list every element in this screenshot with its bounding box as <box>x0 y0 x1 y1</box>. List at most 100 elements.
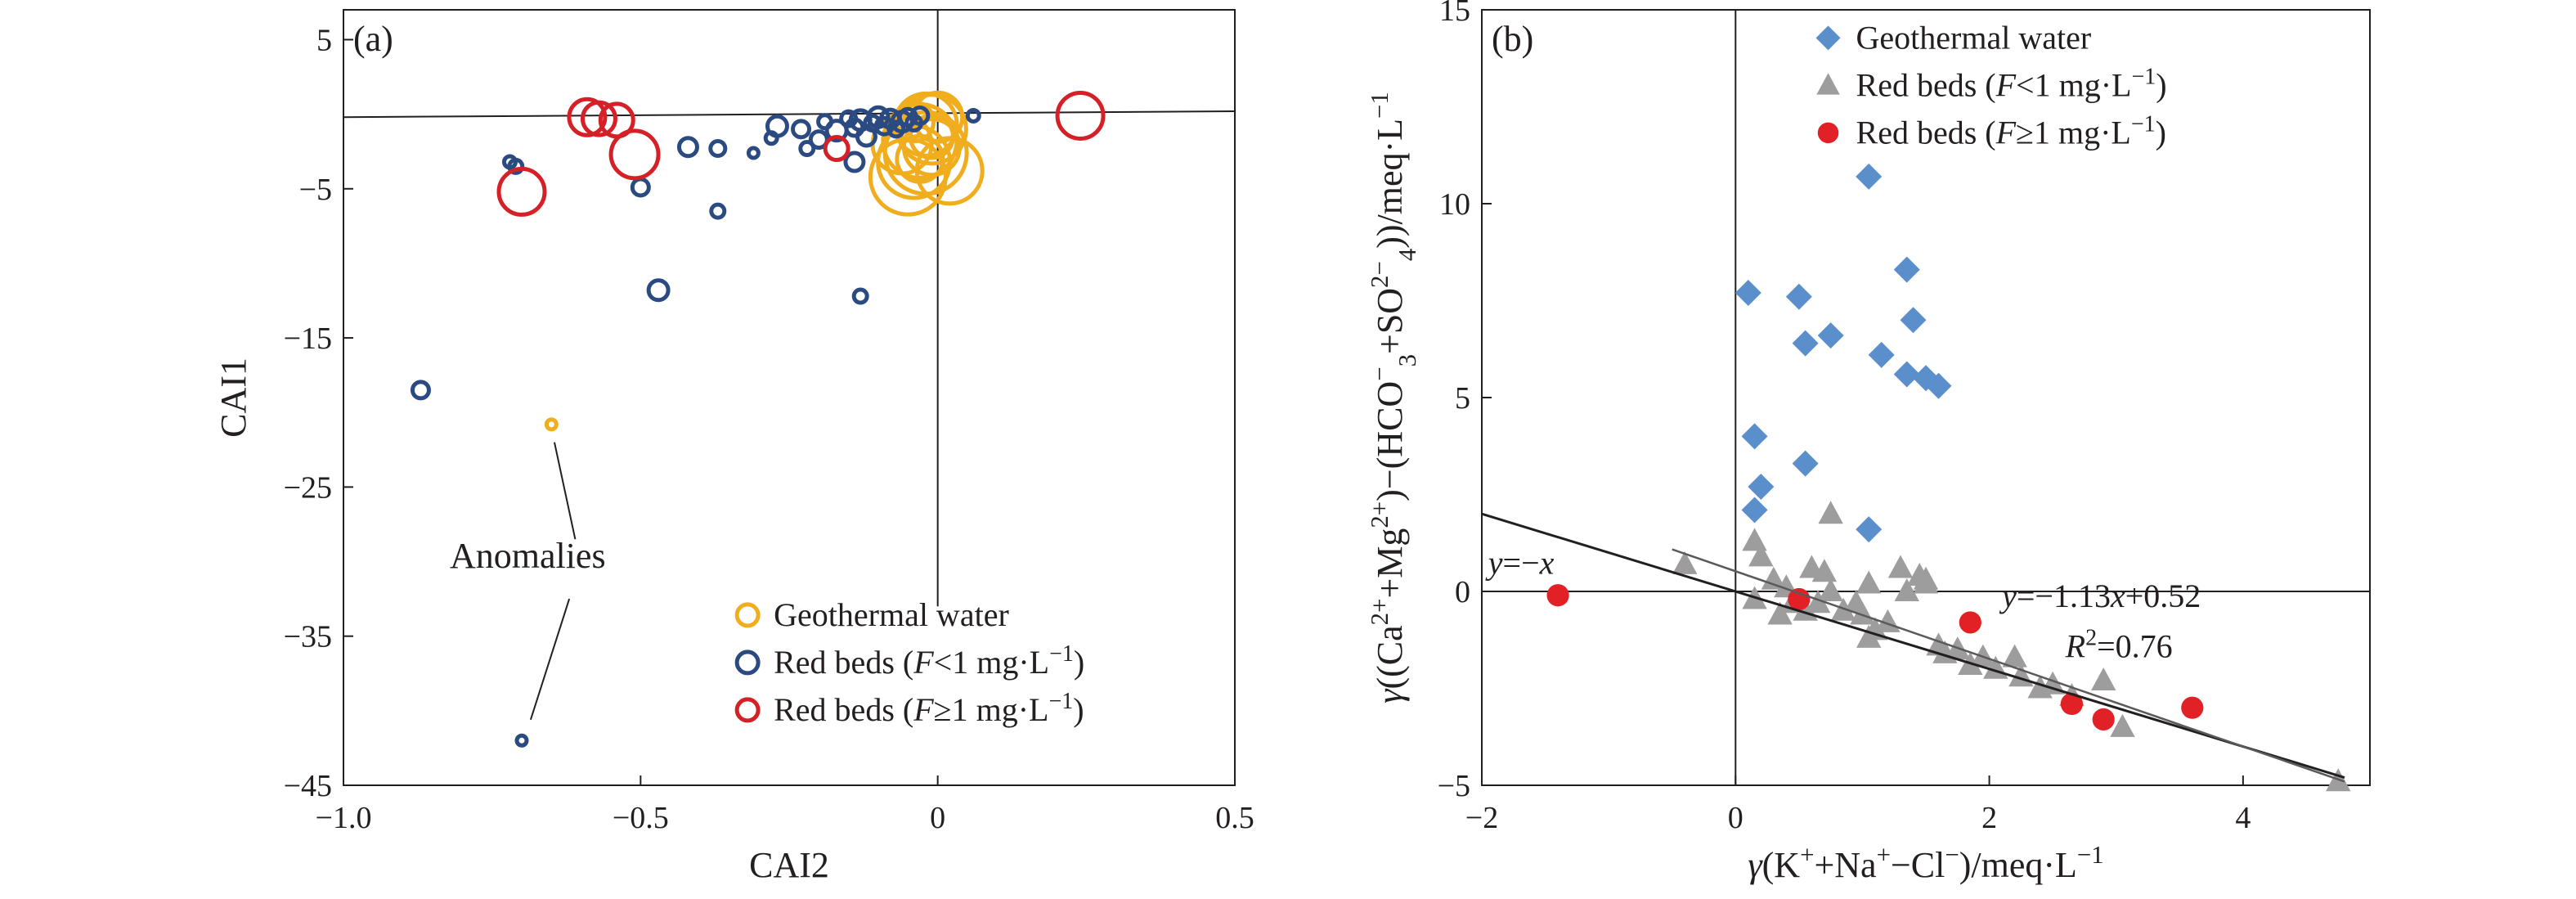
chart-b-legend-item: Geothermal water <box>1815 19 2092 56</box>
chart-b-legend-swatch <box>1816 73 1840 95</box>
chart-b-x-tick-label: −2 <box>1465 801 1498 835</box>
chart-b-point <box>1856 570 1882 594</box>
chart-a-reference-lines <box>343 10 1236 607</box>
chart-a-point <box>544 417 559 432</box>
chart-b-point <box>1893 361 1920 388</box>
chart-b-y-tick-label: 0 <box>1455 575 1470 609</box>
chart-b-point <box>1811 559 1838 582</box>
chart-a-point <box>1055 90 1106 141</box>
chart-a-x-tick-label: −1.0 <box>316 801 372 835</box>
chart-b-point <box>1900 307 1927 334</box>
chart-a-point <box>895 133 945 184</box>
chart-b-point <box>1925 372 1952 399</box>
chart-b-point <box>1748 474 1775 501</box>
chart-b-x-tick-label: 4 <box>2235 801 2251 835</box>
chart-a-y-tick-label: 5 <box>316 23 332 57</box>
chart-a-point <box>791 119 812 140</box>
chart-b-x-tick-label: 0 <box>1728 801 1744 835</box>
chart-b-marks <box>1546 163 2351 792</box>
chart-b-series-1 <box>1672 501 2351 792</box>
chart-a-legend-item: Red beds (F<1 mg·L−1) <box>734 641 1084 681</box>
chart-a-series-1 <box>410 105 981 748</box>
chart-b-point <box>1850 601 1875 625</box>
chart-b-point <box>1546 584 1569 607</box>
chart-a-point <box>709 202 727 220</box>
chart-b-point <box>1894 578 1919 601</box>
chart-b-ticks: −2 0 2 4 15 10 5 0 −5 <box>1438 0 2251 835</box>
chart-b-y-axis-label: γ((Ca2++Mg2+)−(HCO−3+SO2−4))/meq·L−1 <box>1366 92 1421 703</box>
chart-b-point <box>1818 578 1843 601</box>
chart-b: (b) −2 0 2 4 15 10 5 0 −5 y=−x y=−1.13x+0.52 R2=0.… <box>1366 0 2371 885</box>
chart-b-point <box>1761 566 1787 590</box>
chart-b-legend: Geothermal water Red beds (F<1 mg·L−1) Red… <box>1815 19 2167 151</box>
chart-a-legend-label: Red beds (F≥1 mg·L−1) <box>774 688 1084 728</box>
chart-b-point <box>1741 423 1768 450</box>
chart-a-ticks: −1.0 −0.5 0 0.5 5 −5 −15 −25 −35 −45 <box>284 23 1254 835</box>
chart-b-point <box>1788 587 1811 611</box>
chart-b-point <box>1748 543 1774 567</box>
chart-a-point <box>863 114 882 133</box>
chart-b-point <box>1792 450 1819 477</box>
chart-b-point <box>1959 611 1981 634</box>
chart-a-point <box>708 139 728 159</box>
chart-a-legend-label: Geothermal water <box>774 596 1009 633</box>
chart-b-legend-label: Red beds (F<1 mg·L−1) <box>1856 64 2167 104</box>
chart-a-y-axis-label: CAI1 <box>213 357 254 438</box>
chart-a-point <box>676 136 699 159</box>
chart-b-point <box>1735 280 1761 307</box>
chart-b-point <box>1887 555 1914 578</box>
chart-b-point <box>1741 497 1768 524</box>
chart-a-x-tick-label: 0 <box>930 801 945 835</box>
chart-b-point <box>1817 322 1844 349</box>
anomalies-annotation-text: Anomalies <box>450 536 606 576</box>
chart-b-legend-label: Geothermal water <box>1856 19 2092 56</box>
chart-a-point <box>909 105 931 126</box>
chart-a-panel-label: (a) <box>353 19 393 59</box>
anomalies-leader-line <box>529 598 571 721</box>
chart-a-marks <box>410 90 1106 748</box>
anomalies-leader-line <box>553 442 577 540</box>
chart-b-point <box>2092 708 2115 731</box>
chart-b-series-2 <box>1546 584 2204 731</box>
chart-b-reference-line-label: y=−x <box>1485 545 1555 582</box>
chart-b-point <box>2091 668 2116 691</box>
chart-b-point <box>2181 696 2204 719</box>
chart-b-point <box>1818 501 1843 524</box>
chart-b-y-tick-label: 10 <box>1439 187 1470 222</box>
chart-b-legend-item: Red beds (F≥1 mg·L−1) <box>1817 111 2166 151</box>
chart-b-legend-label: Red beds (F≥1 mg·L−1) <box>1856 111 2166 151</box>
chart-a-legend-item: Red beds (F≥1 mg·L−1) <box>734 688 1084 728</box>
chart-b-point <box>1805 590 1831 614</box>
chart-a-y-tick-label: −5 <box>299 173 332 207</box>
chart-b-x-tick-label: 2 <box>1981 801 1997 835</box>
chart-b-point <box>1913 566 1939 590</box>
chart-a-point <box>567 97 608 137</box>
chart-b-point <box>2110 713 2135 737</box>
chart-a-x-tick-label: 0.5 <box>1215 801 1254 835</box>
chart-b-point <box>1785 283 1812 310</box>
chart-b-point <box>1856 516 1883 543</box>
chart-a-x-axis-label: CAI2 <box>749 845 829 885</box>
chart-a-point <box>514 733 529 748</box>
chart-a-legend: Geothermal water Red beds (F<1 mg·L−1) Red… <box>734 596 1084 728</box>
chart-b-y-tick-label: 5 <box>1455 381 1470 416</box>
chart-b-point <box>1742 528 1767 551</box>
chart-a-x-tick-label: −0.5 <box>613 801 669 835</box>
chart-a-frame <box>343 9 1236 786</box>
chart-a-point <box>646 278 671 303</box>
chart-b-regression-equation: y=−1.13x+0.52 <box>1999 578 2201 614</box>
chart-a-legend-item: Geothermal water <box>734 596 1009 633</box>
chart-b-legend-swatch <box>1817 122 1839 144</box>
chart-a-point <box>965 107 981 124</box>
chart-b-point <box>2060 692 2084 716</box>
chart-a: (a) −1.0 −0.5 0 0.5 5 −5 −15 −25 −35 −45 CAI2 CAI… <box>213 9 1254 885</box>
chart-b-point <box>1856 624 1882 648</box>
chart-a-y-tick-label: −25 <box>284 470 332 505</box>
chart-a-legend-swatch <box>734 650 761 676</box>
chart-a-point <box>886 119 906 139</box>
chart-a-horizontal-zero-line <box>343 110 1236 119</box>
chart-b-point <box>1792 330 1819 357</box>
chart-a-point <box>630 177 651 198</box>
chart-b-r-squared: R2=0.76 <box>2065 625 2173 665</box>
